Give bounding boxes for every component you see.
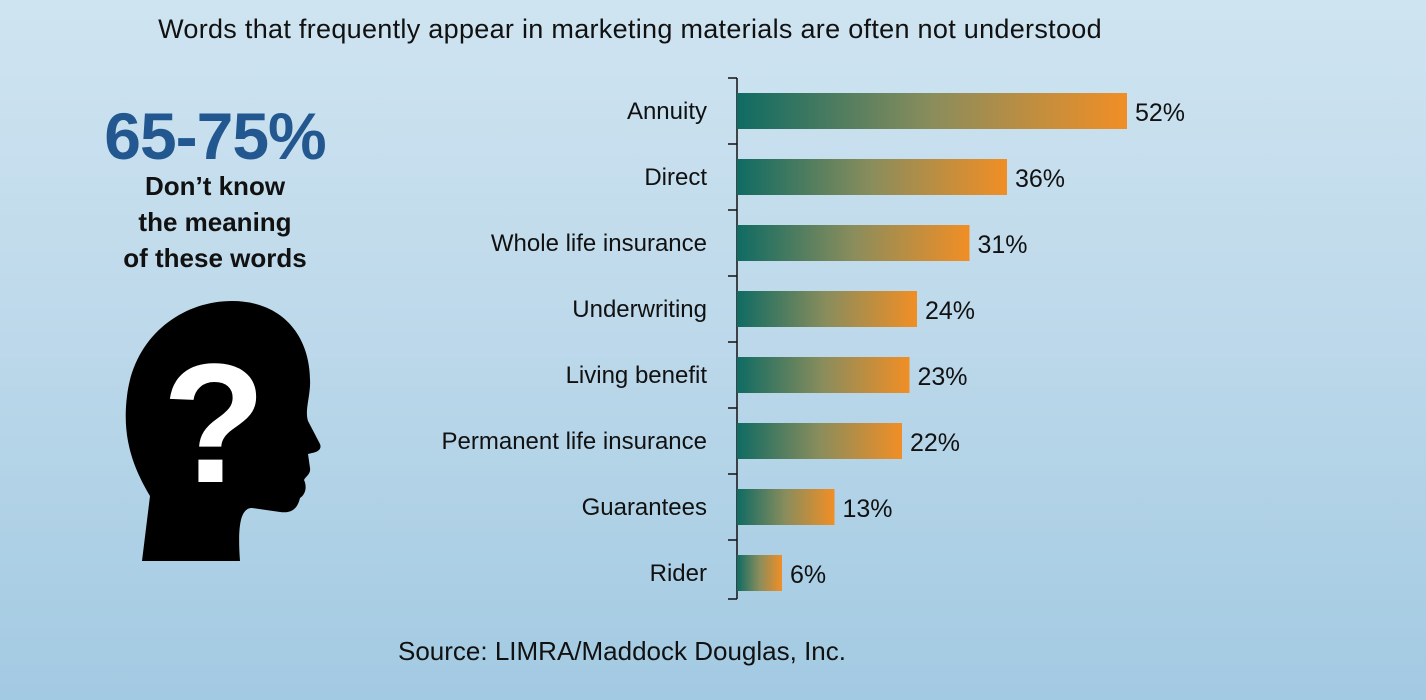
bar — [737, 159, 1007, 195]
callout-line: the meaning — [138, 207, 292, 237]
data-label: 22% — [910, 429, 960, 457]
callout-line: Don’t know — [144, 171, 286, 201]
bar — [737, 489, 835, 525]
category-label: Permanent life insurance — [442, 428, 707, 455]
bar — [737, 423, 902, 459]
data-label: 13% — [843, 495, 893, 523]
data-label: 6% — [790, 561, 826, 589]
bar — [737, 357, 910, 393]
head-question-mark-icon: ? — [125, 301, 321, 561]
data-label: 24% — [925, 297, 975, 325]
bar — [737, 93, 1127, 129]
category-label: Annuity — [627, 98, 707, 125]
callout-stat: 65-75% — [104, 99, 327, 173]
svg-text:?: ? — [162, 329, 266, 519]
category-label: Underwriting — [572, 296, 707, 323]
chart-subtitle: Words that frequently appear in marketin… — [158, 14, 1102, 44]
data-label: 52% — [1135, 99, 1185, 127]
category-label: Direct — [644, 164, 707, 191]
data-label: 36% — [1015, 165, 1065, 193]
category-label: Rider — [650, 560, 707, 587]
category-label: Guarantees — [582, 494, 707, 521]
bar — [737, 225, 970, 261]
data-label: 31% — [978, 231, 1028, 259]
bar — [737, 291, 917, 327]
callout-line: of these words — [123, 243, 307, 273]
bar — [737, 555, 782, 591]
callout-text: Don’t know the meaning of these words — [60, 168, 370, 276]
category-label: Whole life insurance — [491, 230, 707, 257]
category-label: Living benefit — [566, 362, 708, 389]
data-label: 23% — [918, 363, 968, 391]
source-note: Source: LIMRA/Maddock Douglas, Inc. — [398, 636, 846, 666]
